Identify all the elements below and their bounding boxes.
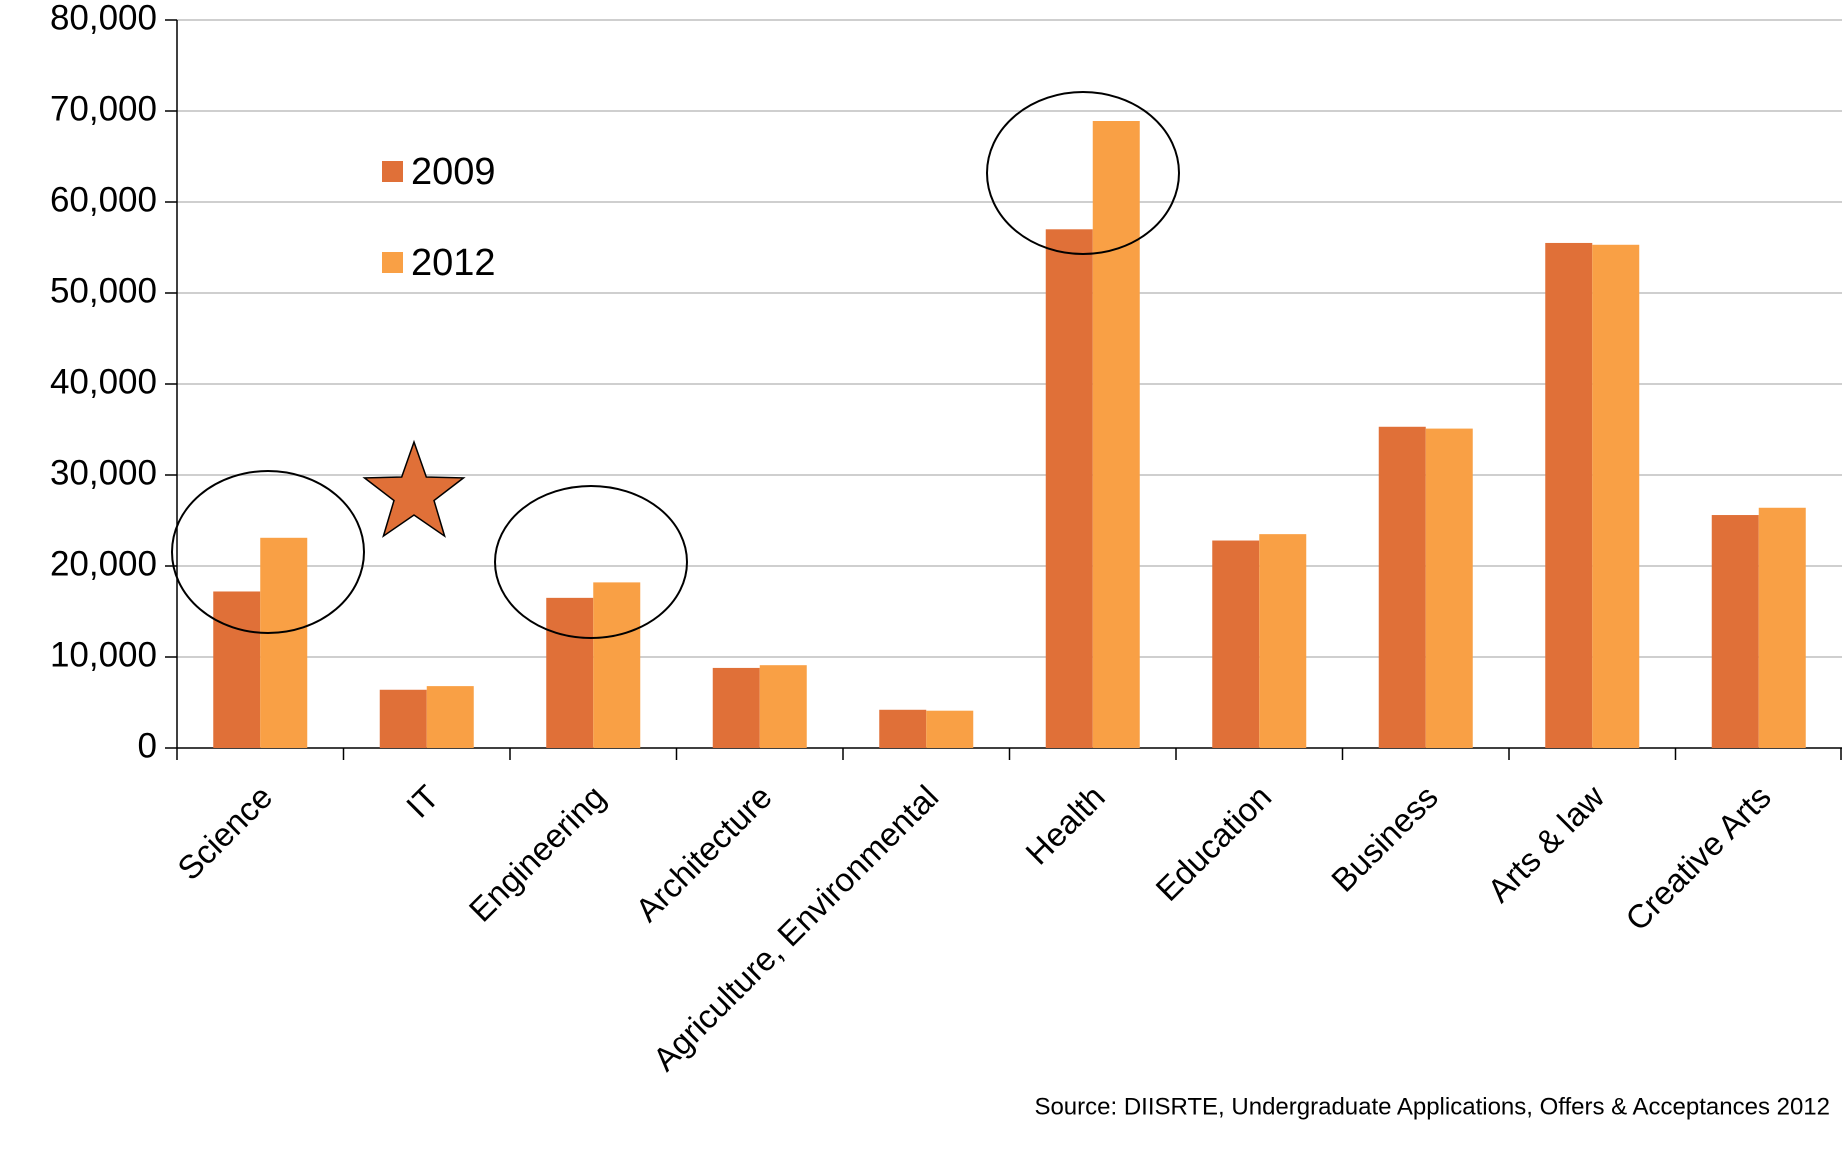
bar: [759, 665, 807, 748]
bar: [1425, 428, 1473, 748]
y-tick-label: 40,000: [50, 362, 157, 401]
bar: [1259, 534, 1307, 748]
bar: [1711, 515, 1759, 748]
legend-label: 2012: [411, 242, 496, 284]
x-tick-label: Business: [1324, 778, 1445, 899]
star: [362, 439, 466, 538]
bar: [593, 582, 641, 748]
y-tick-label: 0: [138, 726, 157, 765]
legend-swatch: [382, 252, 403, 273]
source-note: Source: DIISRTE, Undergraduate Applicati…: [1034, 1093, 1830, 1120]
x-tick-label: Health: [1018, 778, 1112, 872]
bar: [1758, 507, 1806, 748]
highlight-circle: [986, 91, 1180, 255]
x-tick-label: Arts & law: [1480, 778, 1611, 909]
bar: [213, 591, 261, 748]
bar: [260, 537, 308, 748]
bar: [879, 709, 927, 748]
bar: [1545, 242, 1593, 748]
x-tick-label: Education: [1148, 778, 1278, 908]
bar: [1092, 121, 1140, 748]
x-tick-label: Architecture: [628, 778, 779, 929]
y-tick-label: 60,000: [50, 180, 157, 219]
bar: [712, 667, 760, 748]
y-tick-label: 30,000: [50, 453, 157, 492]
x-tick-label: Creative Arts: [1618, 778, 1778, 938]
y-tick-label: 50,000: [50, 271, 157, 310]
bar: [546, 597, 594, 748]
legend-label: 2009: [411, 151, 496, 193]
x-tick-label: Engineering: [462, 778, 613, 929]
bar: [926, 710, 974, 748]
y-tick-label: 70,000: [50, 89, 157, 128]
bar: [379, 689, 427, 748]
bar: [426, 686, 474, 748]
bar: [1212, 540, 1260, 748]
bar: [1378, 426, 1426, 748]
y-tick-label: 80,000: [50, 0, 157, 37]
plot-area: 0 10,000 20,000 30,000 40,000 50,000 60,000 70,…: [50, 0, 1842, 1078]
bar: [1045, 229, 1093, 749]
legend-swatch: [382, 161, 403, 182]
y-tick-label: 20,000: [50, 544, 157, 583]
x-tick-label: Agriculture, Environmental: [646, 778, 946, 1078]
x-tick-label: IT: [399, 778, 446, 825]
bar: [1592, 244, 1640, 748]
highlight-circle: [494, 485, 688, 639]
y-tick-label: 10,000: [50, 635, 157, 674]
x-tick-label: Science: [170, 778, 279, 887]
highlight-circle: [171, 470, 365, 634]
